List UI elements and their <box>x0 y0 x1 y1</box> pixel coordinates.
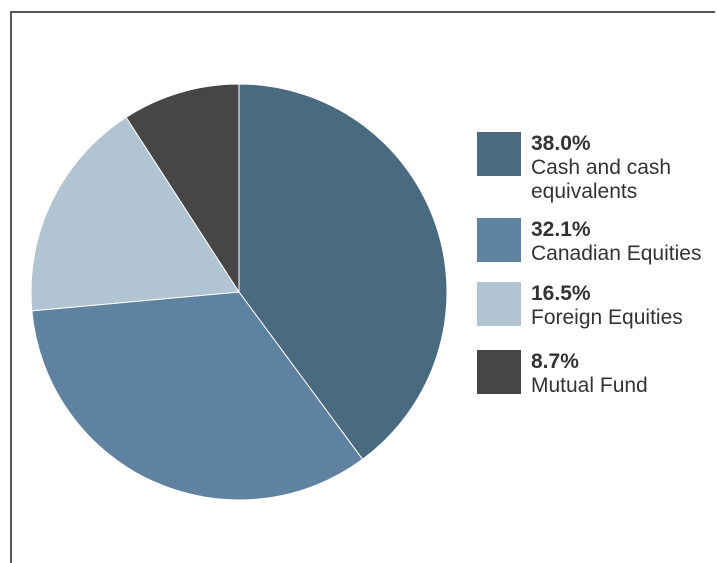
legend-percent-foreign-equities: 16.5% <box>531 282 591 305</box>
legend-percent-mutual-fund: 8.7% <box>531 350 579 373</box>
legend-swatch-cash <box>477 132 521 176</box>
legend-item-canadian-equities: 32.1% Canadian Equities <box>477 218 717 282</box>
legend-percent-cash: 38.0% <box>531 132 591 155</box>
legend-item-foreign-equities: 16.5% Foreign Equities <box>477 282 717 350</box>
legend-swatch-mutual-fund <box>477 350 521 394</box>
legend-percent-canadian-equities: 32.1% <box>531 218 591 241</box>
pie-slice-cash <box>238 83 448 460</box>
legend-label-canadian-equities: Canadian Equities <box>531 242 702 265</box>
legend-label-cash: Cash and cash equivalents <box>531 156 672 203</box>
legend-item-mutual-fund: 8.7% Mutual Fund <box>477 350 717 410</box>
pie-slice-foreign-equities <box>30 116 240 312</box>
legend-swatch-canadian-equities <box>477 218 521 262</box>
pie-slice-canadian-equities <box>31 291 364 501</box>
legend-swatch-foreign-equities <box>477 282 521 326</box>
legend-label-mutual-fund: Mutual Fund <box>531 374 648 397</box>
legend-label-foreign-equities: Foreign Equities <box>531 306 683 329</box>
pie-slice-mutual-fund <box>125 83 240 294</box>
legend-item-cash: 38.0% Cash and cash equivalents <box>477 132 717 218</box>
legend: 38.0% Cash and cash equivalents 32.1% Ca… <box>477 132 717 410</box>
